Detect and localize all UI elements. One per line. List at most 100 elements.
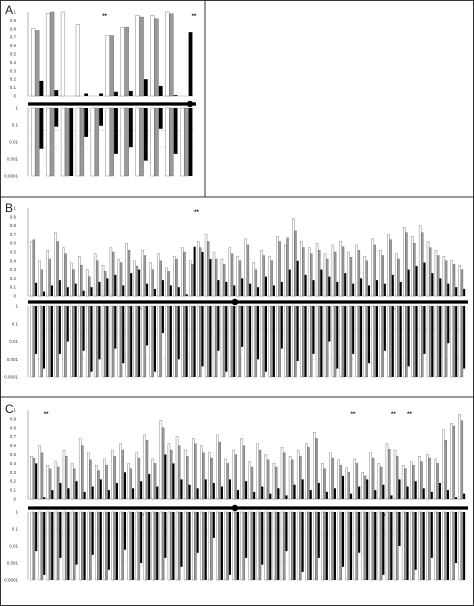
- panel-c-bottom-bar: [438, 512, 441, 580]
- panel-c-top-bar: [274, 466, 278, 500]
- panel-a-top-bar: [109, 35, 114, 97]
- panel-c-top-bar: [151, 458, 155, 500]
- panel-a-top-tick-label: 0.6: [10, 43, 17, 48]
- panel-c-top-bar: [307, 447, 310, 500]
- panel-c-bottom-bar: [363, 511, 367, 581]
- panel-c-top-bar: [43, 497, 46, 499]
- panel-c-top-bar: [347, 472, 351, 500]
- panel-b-top-bar: [246, 244, 250, 297]
- panel-b-top-tick-label: 0.2: [10, 276, 17, 281]
- panel-c-top-bar: [89, 459, 92, 500]
- panel-c-top-bar: [442, 429, 445, 500]
- panel-c-top-bar: [186, 456, 189, 500]
- panel-c-top-bar: [291, 459, 294, 500]
- panel-b-bottom-bar: [458, 305, 461, 378]
- panel-b-top-bar: [32, 239, 36, 297]
- panel-a-label: A: [5, 3, 13, 17]
- panel-b-bottom-bar: [225, 306, 228, 372]
- panel-c-bottom-bar: [194, 511, 197, 581]
- panel-c-top-bar: [299, 456, 302, 500]
- panel-c-top-bar: [35, 463, 38, 499]
- panel-c-top-bar: [245, 481, 248, 499]
- panel-c-top-tick-label: 0.9: [10, 416, 17, 421]
- panel-c-top-bar: [121, 449, 124, 500]
- panel-b-top-bar: [407, 269, 410, 296]
- panel-c-bottom-bar: [99, 512, 102, 580]
- panel-c-top-bar: [51, 490, 54, 499]
- panel-c-bottom-bar: [434, 511, 437, 581]
- panel-b-top-bar: [191, 264, 194, 297]
- panel-c-top-bar: [83, 491, 86, 499]
- panel-b-bottom-bar: [447, 306, 450, 344]
- panel-b-bottom-bar: [357, 305, 361, 378]
- panel-b-top-bar: [141, 250, 144, 297]
- panel-b-bottom-bar: [50, 306, 53, 377]
- panel-c-top-bar: [296, 449, 300, 500]
- panel-b-top-bar: [196, 241, 200, 297]
- panel-b-bottom-bar: [300, 305, 303, 378]
- panel-c-top-bar: [446, 490, 449, 499]
- panel-b-bottom-bar: [407, 306, 410, 367]
- panel-c-top-tick-label: 0.2: [10, 479, 17, 484]
- panel-c-bottom-bar: [113, 511, 116, 581]
- panel-c-bottom-bar: [153, 511, 157, 581]
- panel-c-top-bar: [40, 452, 44, 500]
- panel-b-bottom-bar: [74, 306, 77, 377]
- panel-c-bottom-bar: [188, 512, 191, 580]
- panel-a-top-bar: [165, 11, 170, 97]
- panel-b-top-bar: [403, 227, 406, 297]
- panel-a-bottom-bar: [35, 107, 40, 177]
- panel-a-bottom-bar: [180, 107, 185, 177]
- panel-c-top-bar: [107, 490, 110, 499]
- panel-b-bottom-bar: [315, 305, 319, 378]
- panel-b-label: B: [5, 201, 13, 215]
- panel-a-top-bar: [114, 91, 118, 96]
- panel-c-top-bar: [434, 458, 437, 500]
- panel-c-top-bar: [256, 443, 259, 500]
- panel-c-top-tick-label: 0: [13, 497, 16, 502]
- panel-c-top-bar: [56, 466, 60, 500]
- panel-c-bottom-bar: [422, 512, 425, 580]
- panel-c-bottom-bar: [151, 511, 155, 581]
- panel-b-top-bar: [201, 252, 204, 296]
- panel-c-centromere-marker: [231, 504, 239, 512]
- panel-c-top-bar: [210, 457, 213, 500]
- panel-b-top-bar: [458, 265, 461, 297]
- panel-b-bottom-bar: [331, 305, 335, 378]
- panel-b-top-tick-label: 0.8: [10, 223, 17, 228]
- panel-b-bottom-bar: [217, 306, 220, 351]
- panel-c-bottom-bar: [390, 512, 393, 580]
- panel-c-top-bar: [143, 434, 146, 500]
- panel-c-top-bar: [119, 443, 122, 500]
- panel-c-bottom-bar: [111, 511, 114, 581]
- panel-b-bottom-bar: [175, 305, 178, 378]
- panel-b-top-bar: [352, 283, 355, 296]
- panel-b-bottom-bar: [96, 305, 99, 378]
- panel-b-bottom-bar: [215, 305, 218, 378]
- panel-c-top-bar: [226, 463, 229, 500]
- panel-c-top-bar: [91, 486, 94, 499]
- panel-b-top-bar: [405, 232, 408, 297]
- panel-b-bottom-bar: [58, 306, 61, 354]
- panel-c-top-bar: [87, 452, 90, 500]
- panel-b-bottom-bar: [241, 306, 244, 347]
- panel-c-top-tick-label: 0.6: [10, 443, 17, 448]
- panel-b-top-tick-label: 1: [13, 206, 16, 211]
- panel-c-bottom-bar: [105, 511, 108, 581]
- panel-c-top-tick-label: 0.3: [10, 470, 17, 475]
- panel-c-top-bar: [224, 458, 227, 500]
- panel-c-bottom-bar: [87, 511, 90, 581]
- panel-a-bottom-bar: [65, 107, 70, 177]
- panel-b-top-bar: [133, 260, 136, 297]
- panel-b-bottom-bar: [270, 305, 273, 378]
- panel-b-bottom-bar: [444, 305, 448, 378]
- panel-b-top-bar: [64, 253, 67, 297]
- panel-b-bottom-bar: [93, 305, 97, 378]
- panel-b-bottom-bar: [130, 306, 133, 377]
- panel-c-bottom-tick-label: 0.0001: [4, 578, 18, 583]
- panel-b-top-bar: [460, 269, 464, 297]
- panel-b-bottom-bar: [403, 305, 406, 378]
- panel-b-top-bar: [375, 280, 378, 296]
- panel-b-bottom-bar: [222, 305, 226, 378]
- panel-b-top-bar: [228, 247, 232, 297]
